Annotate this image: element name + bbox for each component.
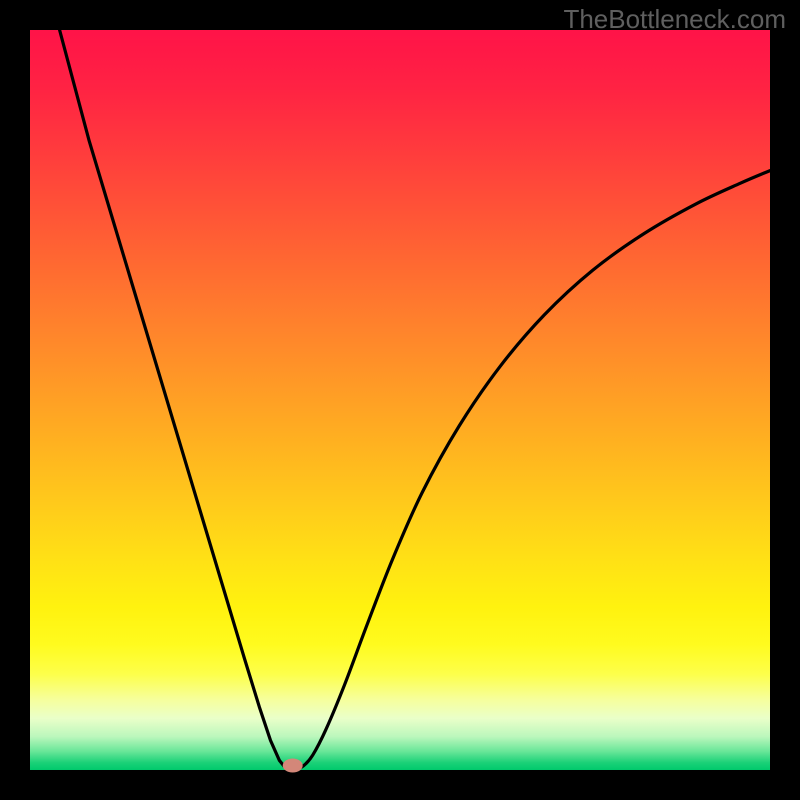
- watermark-text: TheBottleneck.com: [563, 4, 786, 35]
- chart-background: [30, 30, 770, 770]
- optimum-marker: [283, 759, 303, 773]
- bottleneck-chart: [0, 0, 800, 800]
